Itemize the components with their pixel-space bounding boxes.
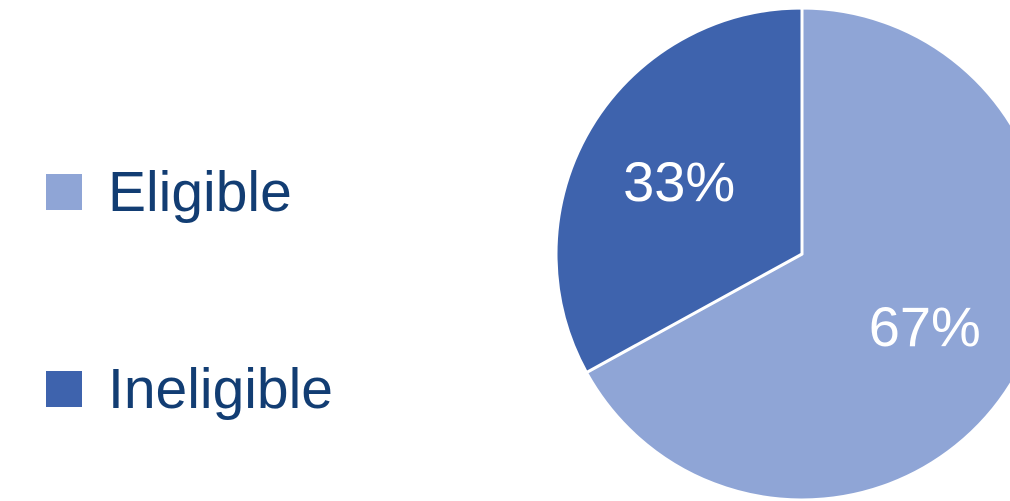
legend: Eligible Ineligible <box>46 150 333 431</box>
legend-item-eligible: Eligible <box>46 150 333 234</box>
legend-swatch-eligible <box>46 174 82 210</box>
data-label-ineligible: 33% <box>623 150 735 213</box>
legend-label-ineligible: Ineligible <box>108 356 333 421</box>
legend-swatch-ineligible <box>46 371 82 407</box>
legend-item-ineligible: Ineligible <box>46 347 333 431</box>
pie-slice-ineligible <box>554 6 804 375</box>
pie-slice-eligible <box>584 6 1010 501</box>
pie-slices <box>554 6 1010 501</box>
pie-labels: 67% 33% <box>623 150 981 358</box>
legend-label-eligible: Eligible <box>108 159 292 224</box>
data-label-eligible: 67% <box>869 295 981 358</box>
